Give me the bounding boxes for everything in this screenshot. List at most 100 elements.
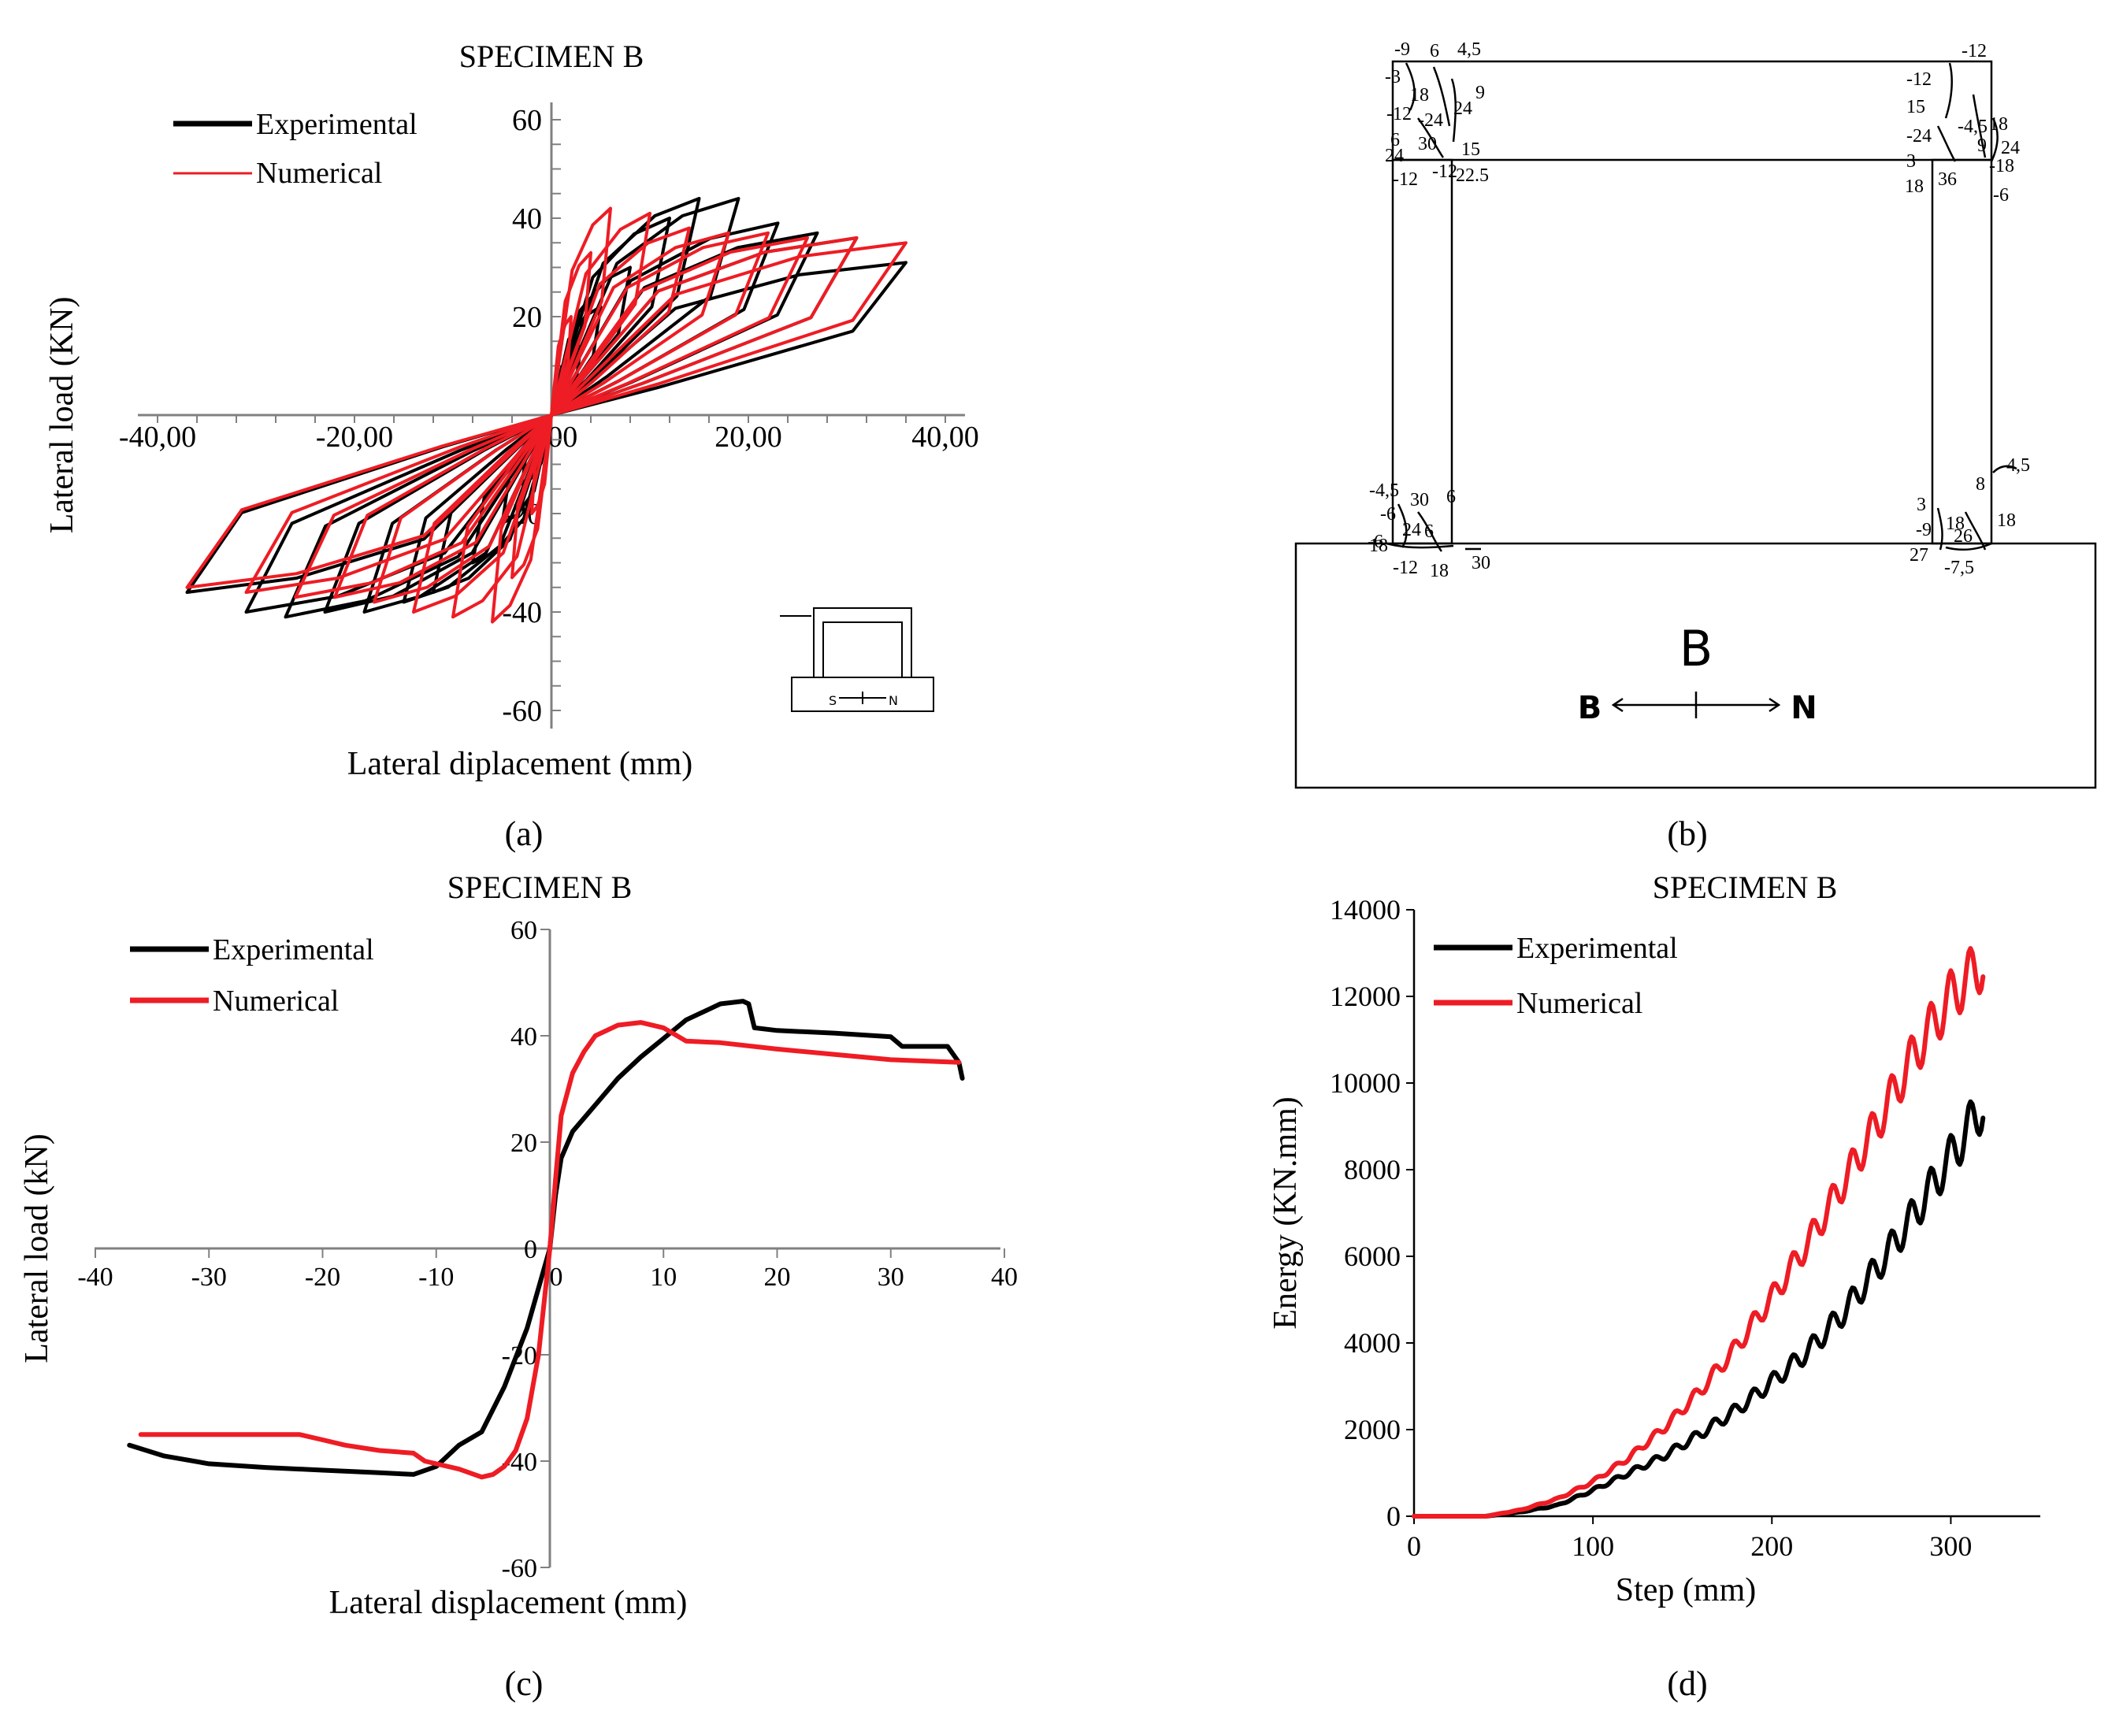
direction-label-b: B <box>1578 690 1602 726</box>
panel-c-xtick-label: -20 <box>305 1263 340 1292</box>
panel-d-xtick-label: 0 <box>1407 1530 1421 1562</box>
direction-label-n: N <box>1791 690 1817 726</box>
crack-label: -3 <box>1385 67 1401 87</box>
inset-frame <box>813 607 912 678</box>
panel-a-ytick-label: 60 <box>512 104 542 137</box>
panel-a-ytick-label: 20 <box>512 301 542 334</box>
inset-label-n: N <box>889 693 898 708</box>
panel-d-ytick-label: 10000 <box>1330 1067 1401 1099</box>
panel-c-title: SPECIMEN B <box>447 870 633 905</box>
crack-label: 24 <box>1453 98 1472 119</box>
direction-arrowheads <box>1611 697 1781 713</box>
crack-marks <box>1386 62 2017 552</box>
panel-c-series-numerical <box>138 1020 962 1480</box>
panel-d-ytick-label: 4000 <box>1344 1327 1401 1359</box>
crack-label: 24 <box>1385 146 1404 166</box>
crack-label: 30 <box>1472 553 1490 573</box>
crack-label: 18 <box>1410 85 1429 106</box>
panel-a-xtick-label: 40,00 <box>911 421 979 454</box>
inset-frame-inner <box>822 621 903 678</box>
panel-c: SPECIMEN B -40 -30 -20 -10 0 10 20 30 40 60 40 20 0… <box>19 870 1018 1703</box>
crack-label: -12 <box>1432 161 1457 182</box>
panel-c-ytick-label: 0 <box>524 1235 537 1264</box>
crack-label: 6 <box>1390 130 1400 150</box>
panel-d-ytick-label: 14000 <box>1330 894 1401 925</box>
crack-label: 3 <box>1917 495 1926 515</box>
panel-a-xtick-label: -20,00 <box>316 421 393 454</box>
panel-d-title: SPECIMEN B <box>1653 870 1838 905</box>
panel-d-ytick-label: 12000 <box>1330 981 1401 1012</box>
panel-a-specimen-inset <box>780 607 934 712</box>
panel-c-xtick-label: 10 <box>650 1263 677 1292</box>
panel-a-xtick-label: 20,00 <box>714 421 782 454</box>
panel-d-ylabel: Energy (KN.mm) <box>1267 1096 1304 1330</box>
crack-label: 18 <box>1946 514 1965 534</box>
panel-a-ytick-label: -40 <box>502 596 542 629</box>
panel-c-xtick-label: 40 <box>991 1263 1018 1292</box>
crack-label: 6 <box>1424 521 1434 542</box>
crack-label: -12 <box>1906 69 1932 90</box>
crack-label: 3 <box>1906 151 1916 172</box>
cracks-bottom-right <box>1936 465 2017 551</box>
crack-label: 36 <box>1938 169 1957 190</box>
crack-label: 24 <box>2001 138 2020 158</box>
foundation-block <box>1294 542 2097 789</box>
panel-c-xtick-label: -40 <box>77 1263 113 1292</box>
frame-drawing <box>1294 60 2097 789</box>
crack-label: -18 <box>1989 156 2014 176</box>
panel-d-caption: (d) <box>1667 1664 1707 1703</box>
crack-label: 18 <box>1369 536 1388 556</box>
crack-label: 4,5 <box>2006 455 2030 476</box>
right-column <box>1931 158 1993 545</box>
panel-a-legend-numerical: Numerical <box>256 157 382 190</box>
panel-c-xtick-label: -30 <box>191 1263 227 1292</box>
panel-d-legend-experimental: Experimental <box>1516 932 1678 965</box>
panel-c-xtick-label: 20 <box>764 1263 791 1292</box>
crack-label: -6 <box>1380 504 1396 525</box>
crack-label: -4,5 <box>1369 480 1399 501</box>
panel-c-legend: Experimental Numerical <box>130 933 374 1018</box>
crack-label: -7,5 <box>1944 558 1974 578</box>
panel-d-ytick-label: 6000 <box>1344 1241 1401 1272</box>
crack-label: 18 <box>1997 510 2016 531</box>
panel-c-ylabel: Lateral load (kN) <box>19 1133 55 1363</box>
crack-label: -9 <box>1916 520 1932 540</box>
panel-a-xlabel: Lateral diplacement (mm) <box>347 746 692 782</box>
crack-label: 6 <box>1446 487 1456 507</box>
crack-label: 18 <box>1989 114 2008 135</box>
panel-d-ytick-label: 2000 <box>1344 1414 1401 1445</box>
panel-c-ytick-label: 60 <box>510 916 537 945</box>
panel-c-xlabel: Lateral displacement (mm) <box>329 1585 688 1621</box>
panel-c-legend-numerical: Numerical <box>213 985 339 1018</box>
top-beam <box>1391 60 1993 161</box>
panel-d-ytick-label: 0 <box>1386 1500 1401 1532</box>
panel-d-xtick-label: 100 <box>1572 1530 1614 1562</box>
crack-label: 27 <box>1910 545 1928 566</box>
panel-d-legend-numerical: Numerical <box>1516 987 1642 1020</box>
crack-label: 4,5 <box>1457 39 1481 60</box>
crack-label: 18 <box>1905 176 1924 197</box>
specimen-label: B <box>1679 620 1713 677</box>
panel-c-series-experimental <box>127 999 965 1477</box>
crack-label: 8 <box>1976 474 1985 495</box>
crack-label: -12 <box>1386 104 1412 124</box>
panel-d-xlabel: Step (mm) <box>1616 1572 1756 1608</box>
crack-label: -12 <box>1962 41 1987 61</box>
inset-label-s: S <box>829 693 837 708</box>
panel-c-ytick-label: 40 <box>510 1022 537 1052</box>
crack-label: -6 <box>1368 532 1383 552</box>
panel-c-legend-experimental: Experimental <box>213 933 374 966</box>
panel-c-ytick-label: -60 <box>502 1554 537 1583</box>
crack-label: -6 <box>1993 185 2009 206</box>
crack-label: 15 <box>1461 139 1480 160</box>
panel-a-ytick-label: -60 <box>502 695 542 728</box>
cracks-top-right <box>1936 62 1999 162</box>
panel-d-ytick-label: 8000 <box>1344 1154 1401 1185</box>
panel-a-legend-experimental: Experimental <box>256 108 418 141</box>
crack-label: -24 <box>1418 110 1443 131</box>
crack-label: -24 <box>1906 126 1932 147</box>
panel-c-caption: (c) <box>505 1664 544 1703</box>
panel-a-xtick-label: -40,00 <box>119 421 196 454</box>
crack-label: 6 <box>1430 41 1439 61</box>
